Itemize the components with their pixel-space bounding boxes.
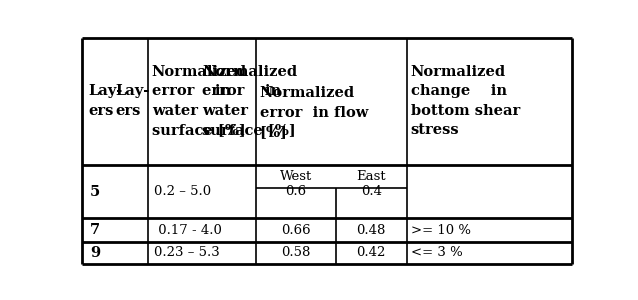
Text: 0.48: 0.48 xyxy=(357,224,386,236)
Text: 0.17 - 4.0: 0.17 - 4.0 xyxy=(154,224,222,236)
Text: 0.66: 0.66 xyxy=(281,224,311,236)
Text: Lay-
ers: Lay- ers xyxy=(115,84,149,118)
Text: East: East xyxy=(357,169,386,183)
Text: Normalized
error    in
water
surface [%]: Normalized error in water surface [%] xyxy=(152,65,247,137)
Text: Normalized
change    in
bottom shear
stress: Normalized change in bottom shear stress xyxy=(411,65,520,137)
Text: <= 3 %: <= 3 % xyxy=(412,246,463,259)
Text: 9: 9 xyxy=(90,246,100,260)
Text: West: West xyxy=(280,169,312,183)
Text: 7: 7 xyxy=(90,223,100,237)
Text: Normalized
error    in
water
surface [%]: Normalized error in water surface [%] xyxy=(202,65,297,137)
Text: 0.23 – 5.3: 0.23 – 5.3 xyxy=(154,246,220,259)
Text: 0.6: 0.6 xyxy=(285,185,306,198)
Text: 5: 5 xyxy=(90,184,100,199)
Text: 0.42: 0.42 xyxy=(357,246,386,259)
Text: 0.4: 0.4 xyxy=(360,185,382,198)
Text: >= 10 %: >= 10 % xyxy=(412,224,471,236)
Text: 0.58: 0.58 xyxy=(281,246,311,259)
Text: Lay-
ers: Lay- ers xyxy=(88,84,122,118)
Text: Normalized
error  in flow
[%]: Normalized error in flow [%] xyxy=(260,86,368,139)
Text: 0.2 – 5.0: 0.2 – 5.0 xyxy=(154,185,211,198)
